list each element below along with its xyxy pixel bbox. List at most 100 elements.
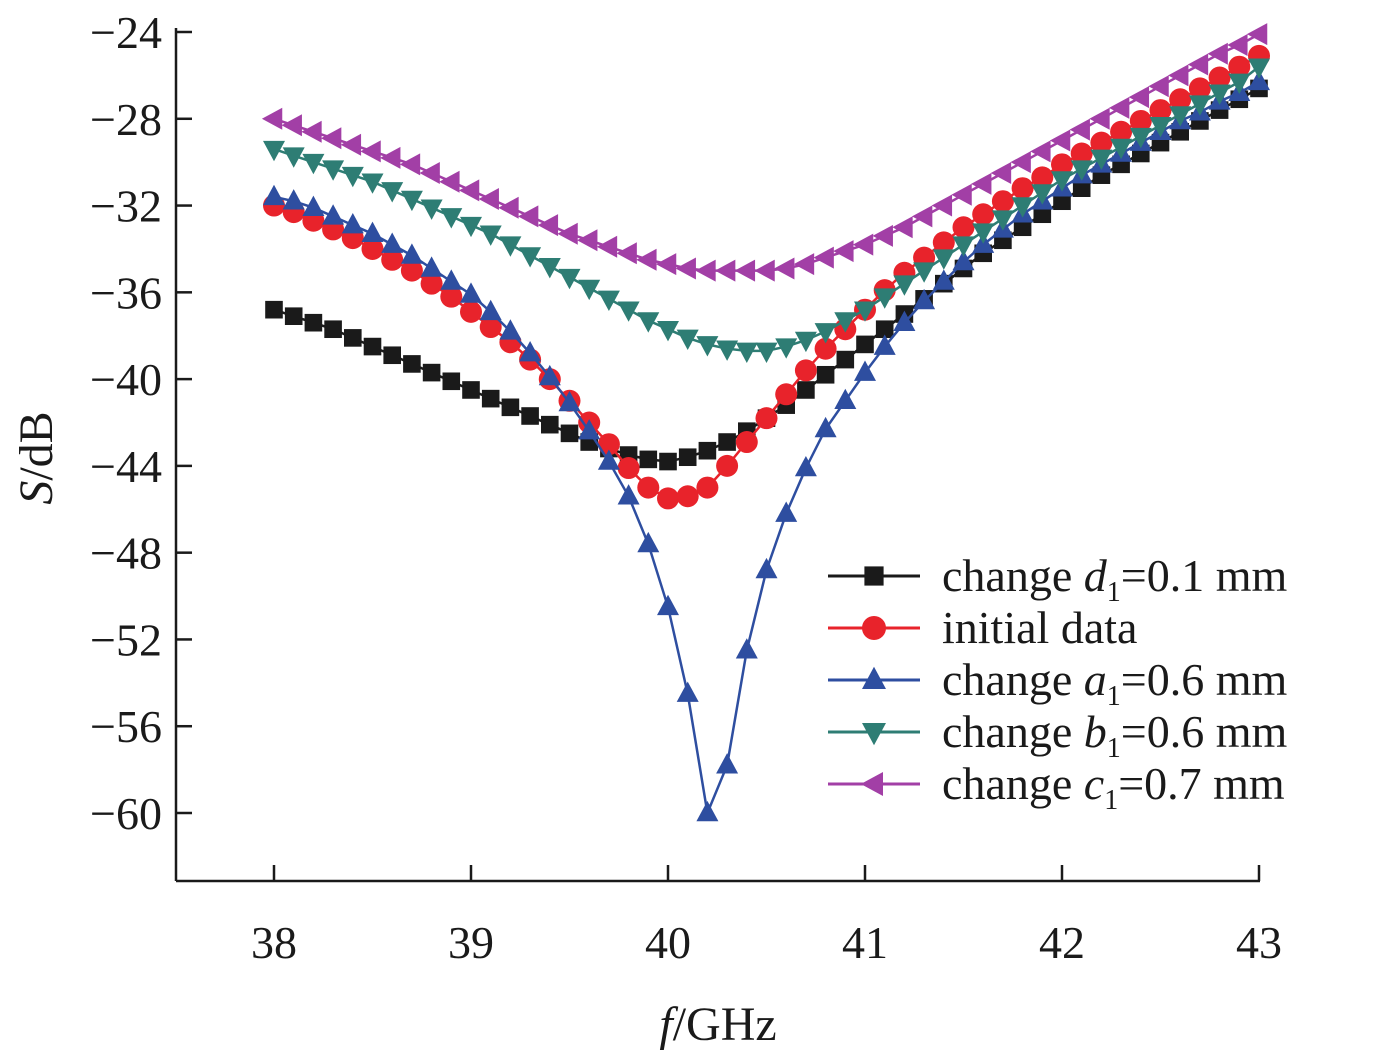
data-point-c1 [1010, 151, 1031, 174]
data-point-c1 [301, 120, 322, 143]
data-point-c1 [734, 259, 756, 282]
legend-marker [864, 566, 884, 586]
data-point-d1 [718, 433, 736, 451]
legend-marker [862, 666, 886, 689]
data-point-b1 [302, 153, 325, 175]
data-point-b1 [341, 166, 364, 188]
series-b1 [263, 58, 1270, 364]
data-point-c1 [754, 259, 775, 282]
data-point-c1 [951, 183, 972, 206]
y-tick-label: −44 [90, 441, 162, 492]
data-point-c1 [399, 153, 421, 176]
x-tick-label: 41 [842, 917, 888, 968]
data-point-c1 [1109, 96, 1130, 119]
data-point-c1 [557, 222, 578, 245]
data-point-b1 [558, 268, 581, 290]
data-point-c1 [833, 240, 854, 263]
data-point-initial [1169, 88, 1192, 111]
y-tick-label: −36 [90, 267, 162, 318]
data-point-d1 [422, 363, 441, 382]
data-point-c1 [1207, 42, 1228, 65]
data-point-a1 [893, 310, 916, 331]
data-point-b1 [1188, 95, 1211, 116]
data-point-c1 [774, 257, 795, 280]
data-point-a1 [1248, 69, 1270, 91]
data-point-b1 [597, 290, 620, 311]
data-point-b1 [657, 320, 679, 342]
data-point-initial [716, 454, 739, 477]
data-point-a1 [834, 388, 857, 410]
data-point-a1 [440, 269, 463, 290]
data-point-a1 [302, 195, 325, 216]
data-point-a1 [657, 594, 679, 616]
data-point-a1 [952, 249, 975, 271]
data-point-c1 [360, 140, 381, 163]
data-point-a1 [597, 449, 620, 470]
y-axis-title-italic: S [10, 481, 63, 505]
y-tick-label: −56 [90, 701, 162, 752]
data-point-a1 [322, 204, 345, 225]
data-point-d1 [698, 441, 717, 460]
x-tick-label: 43 [1236, 917, 1282, 968]
data-point-c1 [793, 253, 815, 276]
data-point-a1 [538, 364, 561, 386]
data-point-d1 [1072, 179, 1091, 197]
data-point-a1 [341, 212, 364, 234]
data-point-b1 [873, 288, 896, 309]
data-point-initial [952, 216, 975, 239]
data-point-c1 [695, 259, 716, 282]
data-point-c1 [872, 224, 893, 247]
data-point-b1 [1110, 138, 1133, 160]
data-point-initial [400, 259, 423, 282]
x-tick-label: 38 [251, 917, 297, 968]
data-point-c1 [1246, 23, 1268, 46]
data-point-b1 [361, 173, 384, 194]
data-point-b1 [1070, 160, 1093, 181]
data-point-b1 [263, 140, 285, 162]
data-point-c1 [990, 162, 1012, 185]
data-point-c1 [1148, 75, 1169, 98]
data-point-d1 [481, 389, 500, 408]
data-point-c1 [1089, 107, 1110, 130]
data-point-d1 [856, 335, 874, 354]
data-point-c1 [419, 162, 440, 185]
data-point-d1 [816, 365, 835, 384]
data-point-b1 [991, 210, 1014, 231]
data-point-b1 [637, 312, 660, 333]
data-point-b1 [381, 182, 404, 203]
data-point-b1 [578, 279, 601, 301]
data-point-initial [440, 285, 463, 308]
series-a1 [263, 69, 1270, 822]
data-point-c1 [518, 205, 539, 228]
legend-marker [862, 616, 886, 640]
data-point-a1 [755, 557, 778, 579]
data-point-initial [1090, 131, 1113, 154]
data-point-b1 [854, 301, 876, 322]
data-point-b1 [1129, 127, 1152, 149]
data-point-a1 [361, 221, 384, 243]
data-point-initial [657, 487, 679, 510]
legend-label: change a1=0.6 mm [942, 654, 1287, 712]
data-point-b1 [913, 262, 936, 283]
data-point-d1 [639, 450, 658, 469]
data-point-c1 [498, 196, 519, 219]
data-point-a1 [499, 319, 522, 340]
data-point-a1 [913, 288, 936, 310]
data-point-c1 [1030, 140, 1051, 163]
data-point-a1 [814, 416, 837, 438]
data-point-initial [420, 272, 443, 295]
legend-label: initial data [942, 602, 1137, 653]
data-point-a1 [696, 800, 719, 822]
data-point-a1 [282, 189, 305, 210]
data-point-d1 [304, 313, 323, 332]
y-tick-label: −24 [90, 7, 162, 58]
data-point-d1 [442, 372, 461, 391]
data-point-d1 [265, 300, 283, 319]
data-point-b1 [932, 249, 955, 270]
data-point-initial [991, 190, 1014, 213]
data-point-initial [597, 433, 620, 456]
data-point-initial [1149, 99, 1172, 122]
